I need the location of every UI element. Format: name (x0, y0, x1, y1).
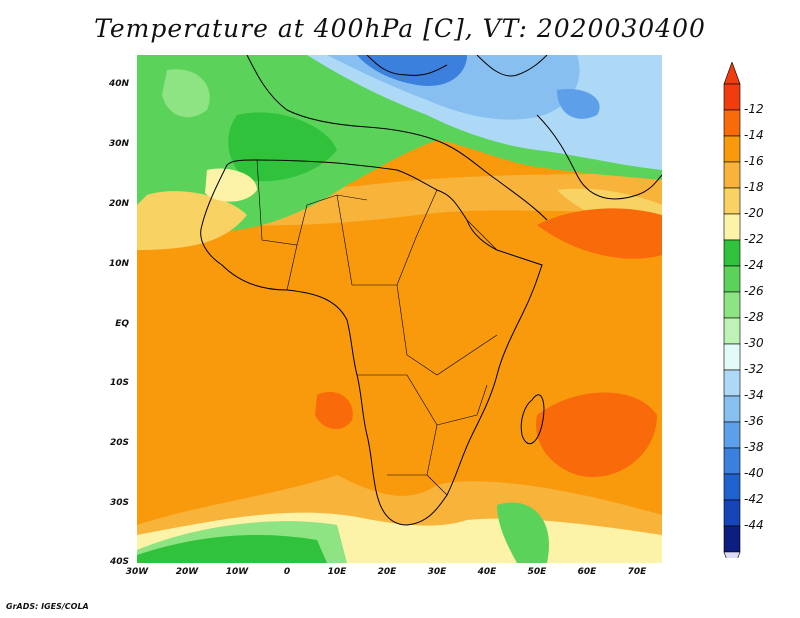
lon-label-30e: 30E (427, 567, 447, 577)
lon-label-10w: 10W (225, 567, 249, 577)
temperature-map (137, 55, 662, 563)
colorbar-label: -40 (744, 466, 764, 480)
lon-label-20e: 20E (377, 567, 397, 577)
credit-text: GrADS: IGES/COLA (6, 602, 89, 611)
lon-label-10e: 10E (327, 567, 347, 577)
colorbar-label: -18 (744, 180, 764, 194)
lat-label-10n: 10N (108, 259, 129, 269)
field-sahara-cold (228, 112, 337, 182)
lon-label-70e: 70E (627, 567, 647, 577)
colorbar-segment (723, 421, 741, 449)
field-atlantic-mild (162, 69, 210, 118)
lat-label-40n: 40N (108, 79, 129, 89)
lon-label-40e: 40E (477, 567, 497, 577)
colorbar-segment (723, 343, 741, 371)
colorbar-label: -24 (744, 258, 764, 272)
colorbar-segment (723, 109, 741, 137)
colorbar-segment (723, 239, 741, 267)
colorbar-segment (723, 447, 741, 475)
colorbar-segment (723, 83, 741, 111)
colorbar-segment (723, 161, 741, 189)
lat-label-30s: 30S (109, 498, 129, 508)
lat-label-30n: 30N (108, 139, 129, 149)
colorbar-label: -26 (744, 284, 764, 298)
lat-label-20n: 20N (108, 199, 129, 209)
colorbar-label: -22 (744, 232, 764, 246)
lat-label-eq: EQ (115, 319, 129, 329)
colorbar-label: -32 (744, 362, 764, 376)
colorbar-label: -16 (744, 154, 764, 168)
colorbar-label: -34 (744, 388, 764, 402)
colorbar-segment (723, 473, 741, 501)
colorbar-arrow-top (723, 62, 741, 85)
field-south-green (137, 535, 327, 563)
coastlines (200, 55, 662, 526)
colorbar-label: -30 (744, 336, 764, 350)
colorbar-label: -38 (744, 440, 764, 454)
colorbar (723, 62, 741, 558)
lat-label-20s: 20S (109, 438, 129, 448)
field-west-sahel (137, 191, 247, 250)
field-med-cold (357, 55, 467, 86)
colorbar-label: -42 (744, 492, 764, 506)
field-warm-indian-ocean (536, 392, 657, 477)
colorbar-segment (723, 187, 741, 215)
country-borders (256, 159, 498, 496)
field-warm-arabian-sea (537, 208, 662, 259)
colorbar-label: -28 (744, 310, 764, 324)
colorbar-segments (723, 62, 741, 558)
colorbar-segment (723, 135, 741, 163)
colorbar-segment (723, 291, 741, 319)
colorbar-segment (723, 265, 741, 293)
colorbar-label: -20 (744, 206, 764, 220)
field-south-green-east (497, 502, 549, 563)
lon-label-50e: 50E (527, 567, 547, 577)
colorbar-segment (723, 369, 741, 397)
colorbar-segment (723, 317, 741, 345)
colorbar-segment (723, 525, 741, 553)
colorbar-arrow-bottom (723, 551, 741, 558)
colorbar-label: -12 (744, 102, 764, 116)
lon-label-20w: 20W (175, 567, 199, 577)
lon-label-60e: 60E (577, 567, 597, 577)
map-title: Temperature at 400hPa [C], VT: 202003040… (94, 14, 706, 43)
field-sahara-pale (205, 168, 257, 202)
field-warm-angola (315, 391, 353, 430)
lat-label-40s: 40S (109, 557, 129, 567)
colorbar-label: -14 (744, 128, 764, 142)
colorbar-segment (723, 213, 741, 241)
map-field (137, 55, 662, 563)
lon-label-30w: 30W (125, 567, 149, 577)
colorbar-label: -44 (744, 518, 764, 532)
lat-label-10s: 10S (109, 378, 129, 388)
lon-label-0: 0 (283, 567, 291, 577)
colorbar-label: -36 (744, 414, 764, 428)
field-arabia-cold (557, 89, 600, 119)
colorbar-segment (723, 395, 741, 423)
colorbar-segment (723, 499, 741, 527)
